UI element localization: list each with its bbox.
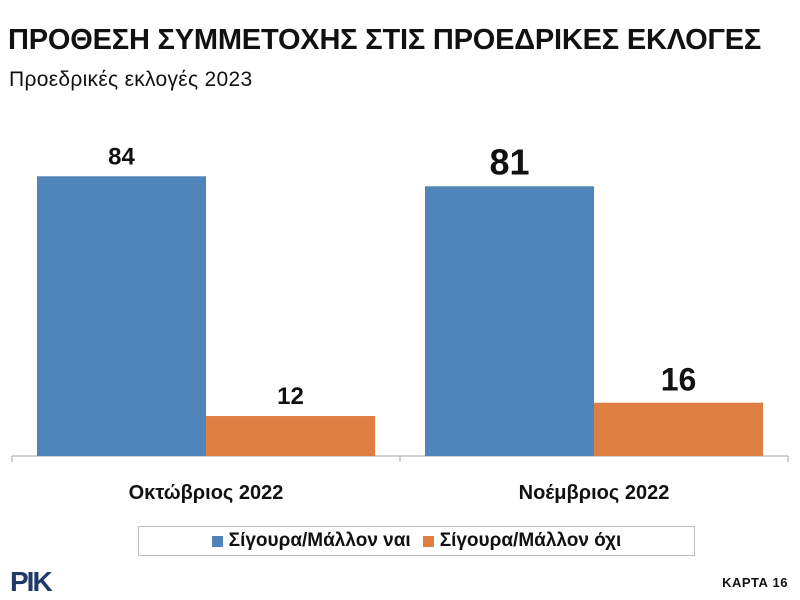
data-label: 16 <box>661 362 697 398</box>
data-label: 81 <box>489 141 529 182</box>
legend-label: Σίγουρα/Μάλλον όχι <box>439 530 622 551</box>
data-label: 84 <box>108 143 135 170</box>
bar <box>37 176 206 456</box>
x-tick-label: Οκτώβριος 2022 <box>129 482 284 504</box>
chart-subtitle: Προεδρικές εκλογές 2023 <box>9 68 253 91</box>
legend-item: Σίγουρα/Μάλλον ναι <box>211 530 411 552</box>
svg-text:ΡΙΚ: ΡΙΚ <box>10 567 52 593</box>
legend-swatch <box>422 535 434 547</box>
legend-swatch <box>211 535 223 547</box>
bar-chart: 84 12 Οκτώβριος 2022 81 16 Νοέμβριος 2022 <box>11 141 789 504</box>
data-label: 12 <box>277 383 304 410</box>
chart-title: ΠΡΟΘΕΣΗ ΣΥΜΜΕΤΟΧΗΣ ΣΤΙΣ ΠΡΟΕΔΡΙΚΕΣ ΕΚΛΟΓ… <box>8 24 762 56</box>
legend-label: Σίγουρα/Μάλλον ναι <box>228 530 411 551</box>
page-label: ΚΑΡΤΑ 16 <box>722 575 788 590</box>
bar <box>206 416 375 456</box>
legend-item: Σίγουρα/Μάλλον όχι <box>422 530 622 552</box>
rik-logo: ΡΙΚ <box>10 567 54 593</box>
chart-legend: Σίγουρα/Μάλλον ναι Σίγουρα/Μάλλον όχι <box>138 526 695 556</box>
bar <box>594 402 763 456</box>
x-tick-label: Νοέμβριος 2022 <box>519 482 670 504</box>
bar <box>425 186 594 456</box>
